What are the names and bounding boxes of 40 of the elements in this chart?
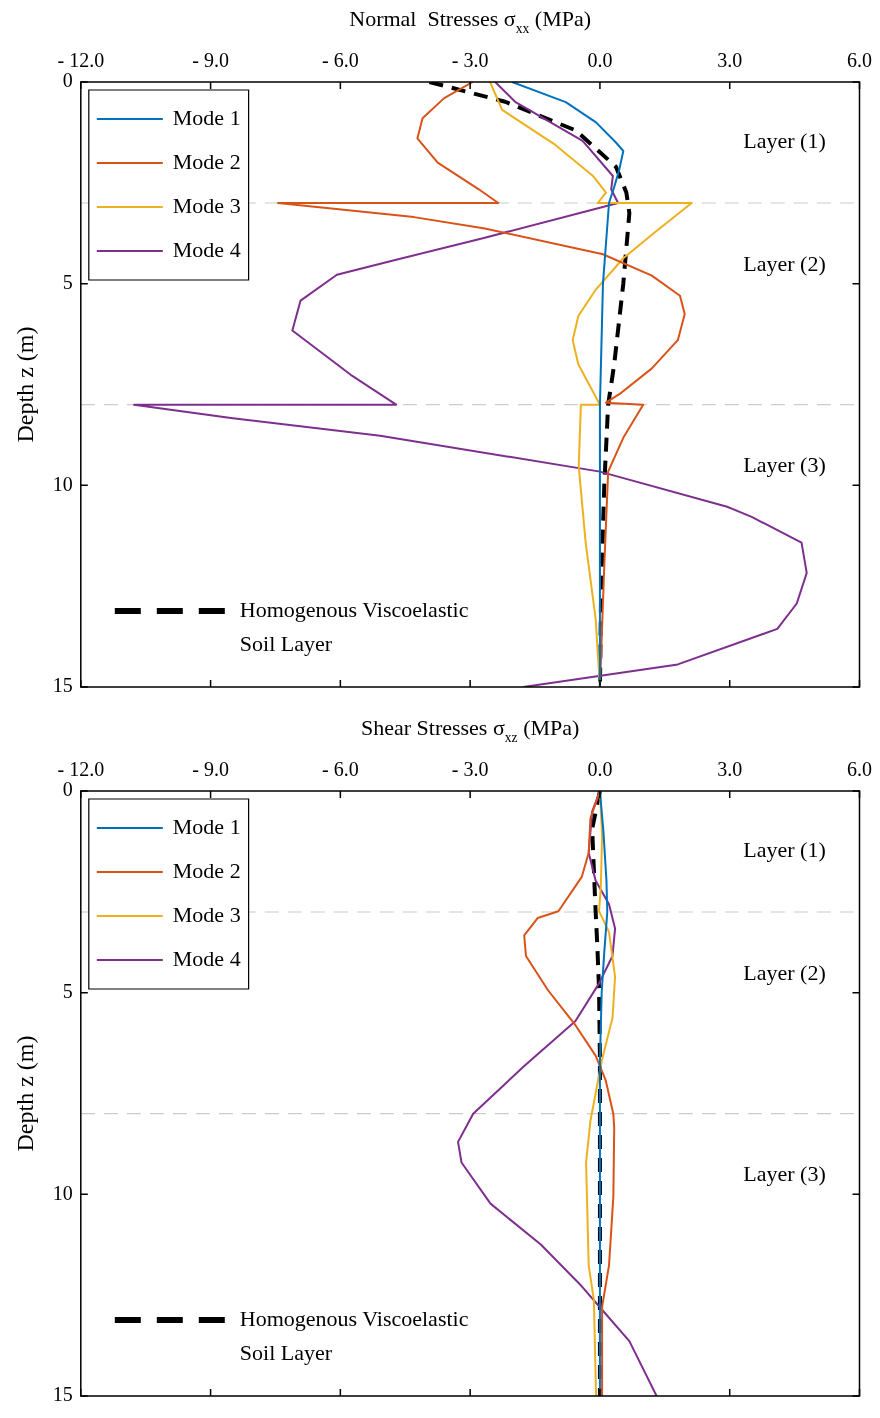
x-tick-label: - 3.0 <box>451 49 489 72</box>
y-tick-label: 5 <box>62 979 73 1002</box>
annotation: Layer (1) <box>743 837 826 863</box>
x-tick-label: 6.0 <box>847 758 872 781</box>
y-tick-label: 10 <box>52 472 73 495</box>
x-tick-label: - 3.0 <box>451 758 489 781</box>
legend-label: Mode 4 <box>172 945 241 971</box>
annotation: Layer (3) <box>743 1161 826 1187</box>
x-tick-label: - 9.0 <box>192 49 229 72</box>
x-tick-label: - 12.0 <box>57 49 105 72</box>
legend-label: Mode 2 <box>172 148 241 174</box>
x-tick-label: - 9.0 <box>192 758 229 781</box>
annotation: Layer (2) <box>743 959 826 985</box>
annotation: Layer (3) <box>743 452 826 478</box>
legend-label: Homogenous Viscoelastic Soil Layer <box>239 596 469 656</box>
legend-label: Homogenous Viscoelastic Soil Layer <box>239 1305 469 1365</box>
x-tick-label: 0.0 <box>587 49 613 72</box>
legend-label: Mode 3 <box>172 901 241 927</box>
y-tick-label: 0 <box>62 69 73 92</box>
x-tick-label: 6.0 <box>847 49 872 72</box>
y-axis-title: Depth z (m) <box>11 326 38 443</box>
x-tick-label: - 6.0 <box>322 49 359 72</box>
legend-label: Mode 1 <box>172 104 241 130</box>
x-tick-label: 3.0 <box>717 758 743 781</box>
legend-label: Mode 3 <box>172 192 241 218</box>
x-tick-label: - 12.0 <box>57 758 105 781</box>
annotation: Layer (2) <box>743 250 826 276</box>
y-tick-label: 15 <box>52 674 73 697</box>
y-tick-label: 0 <box>62 778 73 801</box>
x-tick-label: 3.0 <box>717 49 743 72</box>
legend-label: Mode 1 <box>172 813 241 839</box>
y-tick-label: 10 <box>52 1181 73 1204</box>
x-tick-label: - 6.0 <box>322 758 359 781</box>
legend-label: Mode 4 <box>172 236 241 262</box>
legend-label: Mode 2 <box>172 857 241 883</box>
annotation: Layer (1) <box>743 128 826 154</box>
y-tick-label: 15 <box>52 1383 73 1406</box>
y-tick-label: 5 <box>62 270 73 293</box>
y-axis-title: Depth z (m) <box>11 1035 38 1152</box>
x-tick-label: 0.0 <box>587 758 613 781</box>
